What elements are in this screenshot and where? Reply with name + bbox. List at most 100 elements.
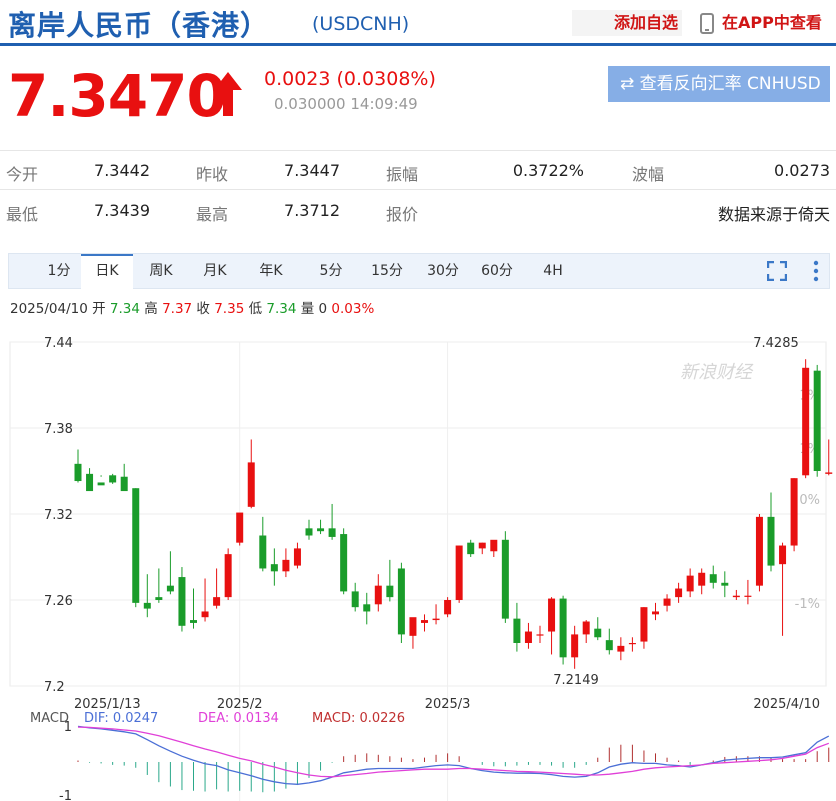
candle-body <box>721 582 729 586</box>
candle-body <box>351 591 359 608</box>
candle-body <box>675 588 683 598</box>
low-value: 7.3439 <box>94 201 150 220</box>
macd-tick-label: -1 <box>59 789 72 801</box>
candle-body <box>74 463 82 482</box>
tab-9[interactable]: 4H <box>543 263 563 279</box>
view-in-app-button[interactable]: 在APP中查看 <box>696 10 822 36</box>
amplitude-label: 振幅 <box>386 165 419 184</box>
ohlc-high: 7.37 <box>162 301 193 317</box>
candle-body <box>363 604 371 612</box>
candle-body <box>143 602 151 609</box>
add-favorite-button[interactable]: 添加自选 <box>572 10 682 36</box>
candle-body <box>478 542 486 549</box>
dea-line <box>77 726 830 778</box>
x-tick-label: 2025/1/13 <box>74 697 141 712</box>
candle-body <box>120 476 128 492</box>
candle-body <box>524 631 532 643</box>
tab-8[interactable]: 60分 <box>481 263 513 279</box>
candle-body <box>374 585 382 605</box>
candle-body <box>501 539 509 619</box>
candle-body <box>640 607 648 642</box>
candle-body <box>605 640 613 651</box>
candle-body <box>386 585 394 598</box>
candle-body <box>270 564 278 572</box>
candle-body <box>663 598 671 606</box>
price-change: 0.0023 (0.0308%) <box>264 68 436 90</box>
ohlc-low: 7.34 <box>266 301 297 317</box>
prev-close-label: 昨收 <box>196 165 229 184</box>
candle-body <box>340 534 348 592</box>
candle-body <box>698 572 706 586</box>
candle-body <box>282 559 290 572</box>
page-title: 离岸人民币（香港） <box>8 9 270 42</box>
candle-body <box>86 473 94 492</box>
ohlc-close: 7.35 <box>214 301 245 317</box>
candle-body <box>813 370 821 471</box>
candle-body <box>432 618 440 621</box>
candle-body <box>825 472 833 474</box>
kline-chart[interactable]: 7.447.387.327.267.21%0%-1%1%2025/1/13 202… <box>0 320 836 801</box>
open-label: 今开 <box>6 165 39 184</box>
tab-7[interactable]: 30分 <box>427 263 459 279</box>
macd-hist-label: MACD: 0.0226 <box>312 711 405 726</box>
candle-body <box>709 574 717 583</box>
more-options-icon[interactable] <box>809 259 823 283</box>
reverse-rate-button[interactable]: ⇄ 查看反向汇率 CNHUSD <box>608 66 830 102</box>
prev-close-value: 7.3447 <box>284 161 340 180</box>
fullscreen-icon[interactable] <box>767 261 787 281</box>
candle-body <box>617 645 625 652</box>
tab-6[interactable]: 15分 <box>371 263 403 279</box>
candle-body <box>490 539 498 552</box>
candle-body <box>155 597 163 600</box>
amplitude-value: 0.3722% <box>512 161 584 180</box>
symbol-code: (USDCNH) <box>312 13 410 35</box>
candle-body <box>293 548 301 566</box>
candle-body <box>397 568 405 635</box>
tab-5[interactable]: 5分 <box>319 263 343 279</box>
tab-1[interactable]: 日K <box>81 254 133 289</box>
candle-body <box>802 367 810 476</box>
x-tick-label: 2025/4/10 <box>753 697 820 712</box>
tab-4[interactable]: 年K <box>259 263 283 279</box>
ohlc-date: 2025/04/10 <box>10 301 88 317</box>
candle-body <box>178 577 186 626</box>
candle-body <box>652 611 659 615</box>
phone-icon <box>700 13 714 34</box>
ohlc-volume-label: 量 <box>300 301 315 317</box>
ohlc-volume: 0 <box>318 301 328 317</box>
y-tick-label: 7.2 <box>44 680 65 695</box>
ohlc-close-label: 收 <box>196 301 210 317</box>
candle-body <box>201 611 209 618</box>
low-label: 最低 <box>6 205 39 224</box>
pct-tick-label: 0% <box>799 493 820 508</box>
up-arrow-icon <box>214 72 242 116</box>
tab-3[interactable]: 月K <box>203 263 227 279</box>
candle-body <box>790 478 798 546</box>
stats-row: 今开 7.3442 昨收 7.3447 振幅 0.3722% 波幅 0.0273 <box>0 150 836 190</box>
ohlc-open: 7.34 <box>109 301 140 317</box>
spread-value: 0.030000 <box>274 95 346 113</box>
data-source: 数据来源于倚天 <box>717 205 830 224</box>
tab-2[interactable]: 周K <box>149 263 173 279</box>
candle-body <box>247 462 255 507</box>
candle-body <box>132 488 140 603</box>
dif-line <box>77 725 830 785</box>
candle-body <box>571 634 579 658</box>
candle-body <box>779 545 787 565</box>
ohlc-low-label: 低 <box>248 301 263 317</box>
candle-body <box>236 512 244 543</box>
candle-body <box>224 554 232 598</box>
tab-0[interactable]: 1分 <box>47 263 71 279</box>
candle-body <box>767 516 775 566</box>
candle-body <box>97 482 105 486</box>
page-header: 离岸人民币（香港） (USDCNH) 添加自选 在APP中查看 <box>0 0 836 46</box>
wave-label: 波幅 <box>632 165 665 184</box>
ohlc-high-label: 高 <box>144 301 158 317</box>
y-tick-label: 7.44 <box>44 336 73 351</box>
quote-time: 14:09:49 <box>350 95 418 113</box>
candle-body <box>259 535 267 569</box>
candle-body <box>732 595 740 598</box>
current-price: 7.3470 <box>8 62 227 130</box>
candle-body <box>190 620 197 623</box>
macd-tick-label: 1 <box>64 720 72 735</box>
